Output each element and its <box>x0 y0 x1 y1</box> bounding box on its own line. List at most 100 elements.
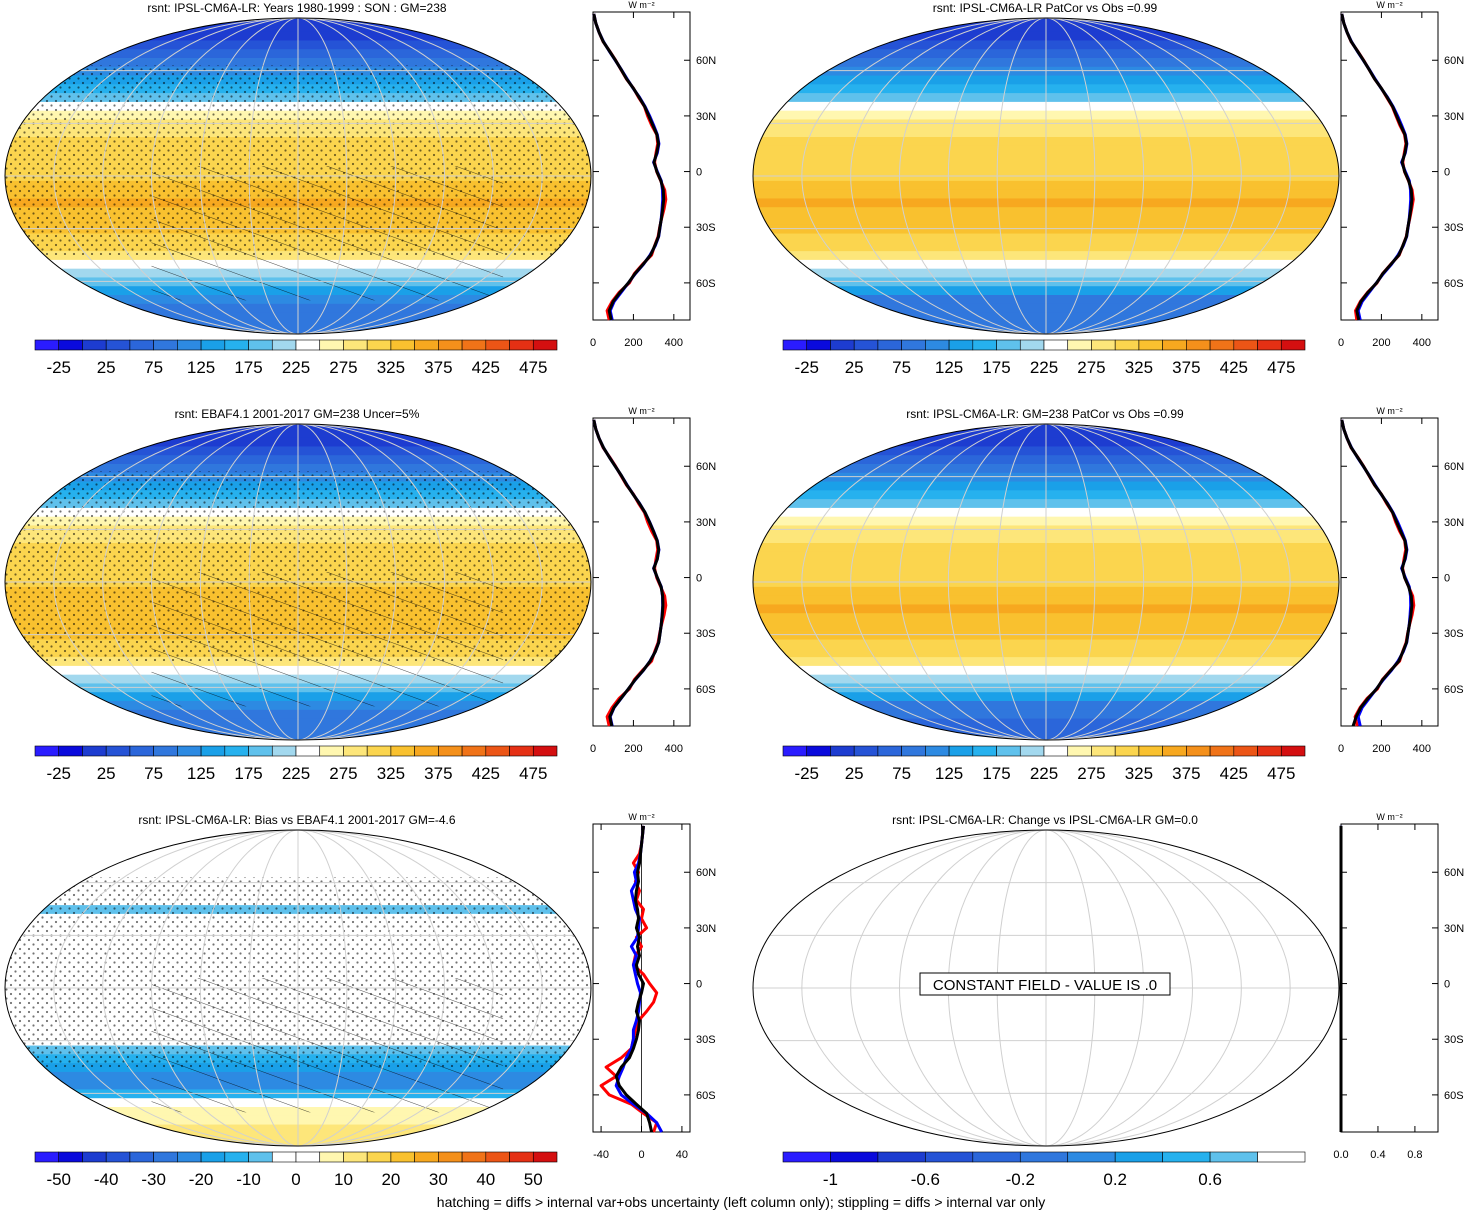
panel-title: rsnt: IPSL-CM6A-LR: GM=238 PatCor vs Obs… <box>906 407 1184 421</box>
colorbar-box <box>248 339 273 351</box>
y-tick-label: 60N <box>1444 55 1464 67</box>
meridian <box>151 830 445 1146</box>
y-tick-label: 30N <box>1444 923 1464 935</box>
colorbar-box <box>461 1151 487 1163</box>
y-tick-label: 60S <box>696 278 716 290</box>
colorbar-label: 0.2 <box>1103 1170 1127 1189</box>
colorbar-box <box>1067 745 1092 757</box>
colorbar-box <box>1257 1151 1306 1163</box>
colorbar-box <box>1280 339 1306 351</box>
map-outline <box>4 423 592 741</box>
colorbar-box <box>782 745 808 757</box>
x-tick-label: -40 <box>593 1149 609 1161</box>
colorbar-label: 30 <box>429 1170 448 1189</box>
colorbar-box <box>1162 339 1187 351</box>
colorbar-label: 225 <box>1030 358 1058 377</box>
y-tick-label: 30N <box>1444 517 1464 529</box>
colorbar-box <box>82 1151 107 1163</box>
colorbar-box <box>509 339 534 351</box>
colorbar-label: 475 <box>1267 764 1295 783</box>
units: W m⁻² <box>1376 406 1402 416</box>
colorbar-box <box>105 745 131 757</box>
colorbar-box <box>461 339 487 351</box>
colorbar-box <box>200 1151 226 1163</box>
x-tick-label: 400 <box>1413 337 1431 349</box>
colorbar-label: 325 <box>1125 358 1153 377</box>
colorbar-box <box>1257 339 1282 351</box>
colorbar-box <box>1067 1151 1116 1163</box>
y-tick-label: 60S <box>696 684 716 696</box>
colorbar-label: 175 <box>982 358 1010 377</box>
colorbar-label: 25 <box>845 764 864 783</box>
colorbar-box <box>1209 339 1235 351</box>
x-tick-label: 0 <box>638 1149 644 1161</box>
colorbar-box <box>925 745 950 757</box>
colorbar-box <box>153 339 178 351</box>
colorbar-box <box>414 339 439 351</box>
colorbar-box <box>58 1151 83 1163</box>
colorbar-box <box>532 339 558 351</box>
map <box>753 424 1339 740</box>
meridian <box>996 424 1096 740</box>
colorbar-label: -0.2 <box>1006 1170 1035 1189</box>
colorbar-box <box>366 745 392 757</box>
colorbar-box <box>200 745 226 757</box>
meridian <box>248 18 348 334</box>
colorbar-label: 325 <box>377 358 405 377</box>
meridian <box>947 424 1145 740</box>
y-tick-label: 30S <box>696 222 716 234</box>
colorbar-label: -50 <box>46 1170 71 1189</box>
colorbar-label: 425 <box>472 358 500 377</box>
colorbar-label: 475 <box>519 764 547 783</box>
colorbar-box <box>271 1151 297 1163</box>
y-tick-label: 0 <box>696 979 702 991</box>
colorbar-label: 125 <box>187 358 215 377</box>
colorbar-label: -25 <box>46 358 71 377</box>
annotation-box <box>919 972 1171 996</box>
colorbar-box <box>485 1151 510 1163</box>
colorbar-box <box>105 339 131 351</box>
colorbar-box <box>177 745 202 757</box>
colorbar-label: -30 <box>141 1170 166 1189</box>
panel-title: rsnt: IPSL-CM6A-LR: Bias vs EBAF4.1 2001… <box>138 813 455 827</box>
y-tick-label: 60N <box>696 461 716 473</box>
y-tick-label: 60S <box>696 1090 716 1102</box>
colorbar-box <box>972 745 997 757</box>
colorbar-box <box>485 745 510 757</box>
colorbar-box <box>948 745 974 757</box>
colorbar-box <box>1019 745 1045 757</box>
colorbar-box <box>390 745 415 757</box>
meridian <box>996 18 1096 334</box>
colorbar-box <box>343 1151 368 1163</box>
colorbar-box <box>1233 745 1258 757</box>
meridian <box>151 424 445 740</box>
profile-frame <box>1340 417 1439 727</box>
meridian <box>199 830 397 1146</box>
map <box>5 424 591 740</box>
meridian <box>899 424 1193 740</box>
colorbar-box <box>224 339 249 351</box>
map-outline <box>4 829 592 1147</box>
colorbar-box <box>1067 339 1092 351</box>
colorbar-label: 225 <box>282 764 310 783</box>
meridian <box>801 18 1291 334</box>
colorbar-box <box>806 745 831 757</box>
colorbar-box <box>82 339 107 351</box>
colorbar-box <box>1114 339 1140 351</box>
meridian <box>199 424 397 740</box>
x-tick-label: 400 <box>665 743 683 755</box>
colorbar-box <box>414 1151 439 1163</box>
x-tick-label: 40 <box>676 1149 688 1161</box>
panel: rsnt: IPSL-CM6A-LR: Change vs IPSL-CM6A-… <box>752 812 1464 1189</box>
colorbar-box <box>224 1151 249 1163</box>
colorbar-box <box>343 339 368 351</box>
colorbar-box <box>1162 1151 1211 1163</box>
colorbar-label: 375 <box>424 764 452 783</box>
y-tick-label: 30S <box>1444 628 1464 640</box>
y-tick-label: 0 <box>1444 979 1450 991</box>
profile-line <box>614 825 654 1133</box>
units: W m⁻² <box>1376 0 1402 10</box>
colorbar-box <box>177 339 202 351</box>
colorbar-label: 75 <box>144 764 163 783</box>
